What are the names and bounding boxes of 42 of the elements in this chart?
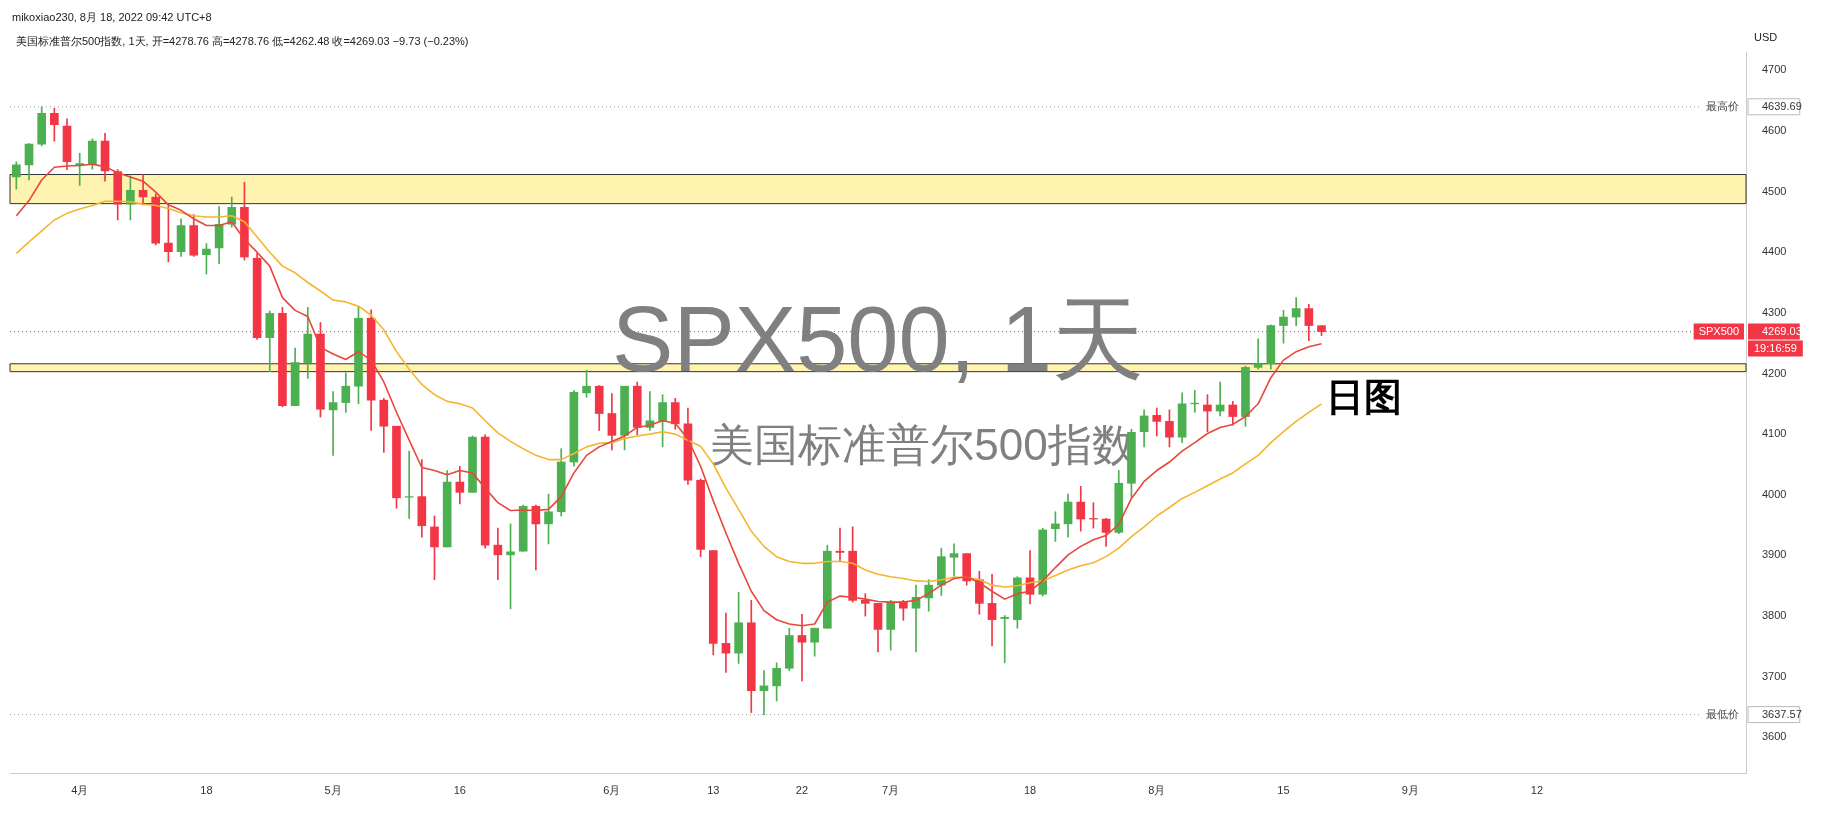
text: 美国标准普尔500指数, 1天, 开=4278.76 高=4278.76 低=4262.48 收=4269.03 −9.73 (−0.23%) <box>16 35 469 48</box>
y-tick-label: 3800 <box>1762 609 1787 622</box>
y-tick-label: 4700 <box>1762 63 1787 76</box>
y-tick-label: 3700 <box>1762 669 1787 682</box>
text: mikoxiao230, 8月 18, 2022 09:42 UTC+8 <box>12 11 212 24</box>
annotation: 日图 <box>1326 376 1402 419</box>
x-tick-label: 18 <box>200 784 213 797</box>
candlestick <box>1000 615 1010 664</box>
y-tick-label: 4500 <box>1762 184 1787 197</box>
y-tick-label: 4200 <box>1762 366 1787 379</box>
x-tick-label: 4月 <box>71 784 89 797</box>
x-tick-label: 18 <box>1023 784 1037 797</box>
x-tick-label: 15 <box>1277 784 1290 797</box>
y-tick-label: 4600 <box>1762 123 1787 136</box>
y-tick-label: 3600 <box>1762 730 1787 743</box>
y-tick-label: 3900 <box>1762 548 1787 561</box>
ref-line-label: SPX500 <box>1698 324 1740 337</box>
x-tick-label: 9月 <box>1401 784 1419 797</box>
x-tick-label: 6月 <box>603 784 621 797</box>
ref-line-label: 最低价 <box>1706 707 1739 720</box>
x-tick-label: 8月 <box>1148 784 1166 797</box>
ref-line-label: 最高价 <box>1706 99 1739 112</box>
y-axis-title: USD <box>1754 31 1778 44</box>
x-tick-label: 12 <box>1530 784 1544 797</box>
candlestick <box>835 527 845 562</box>
x-tick-label: 13 <box>707 784 720 797</box>
y-tick-label: 3637.57 <box>1762 707 1802 720</box>
y-tick-label: 4300 <box>1762 305 1787 318</box>
candlestick <box>797 613 807 682</box>
y-tick-label: 4400 <box>1762 245 1787 258</box>
text: 19:16:59 <box>1754 341 1797 354</box>
y-tick-label: 4100 <box>1762 427 1787 440</box>
x-tick-label: 16 <box>453 784 466 797</box>
x-tick-label: 7月 <box>882 784 900 797</box>
x-tick-label: 5月 <box>324 784 342 797</box>
candlestick <box>404 450 414 519</box>
candlestick <box>1253 338 1263 370</box>
candlestick <box>328 391 338 456</box>
y-tick-label: 4639.69 <box>1762 99 1802 112</box>
y-tick-label: 4000 <box>1762 487 1787 500</box>
candlestick <box>949 543 959 577</box>
x-tick-label: 22 <box>795 784 809 797</box>
